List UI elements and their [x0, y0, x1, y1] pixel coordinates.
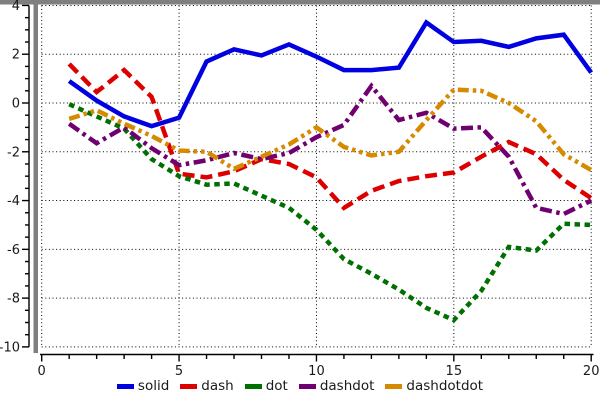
series-line-solid: [67, 19, 594, 129]
y-tick-label: -10: [0, 340, 20, 355]
legend-swatch-dashdotdot: [385, 384, 403, 389]
series-line-dash: [67, 62, 593, 211]
y-tick-label: 2: [12, 48, 20, 63]
legend-swatch-dot: [244, 384, 262, 389]
frame-left-bar: [33, 0, 38, 353]
y-tick-label: -6: [7, 243, 20, 258]
legend-label: dot: [265, 378, 288, 394]
x-tick-label: 15: [446, 364, 463, 379]
legend-label: dashdot: [319, 378, 375, 394]
y-tick-label: -8: [7, 292, 20, 307]
legend-item-dash: dash: [180, 378, 234, 394]
legend-label: solid: [137, 378, 170, 394]
legend-item-dashdot: dashdot: [298, 378, 375, 394]
legend-swatch-solid: [116, 384, 134, 389]
x-tick-label: 5: [175, 364, 183, 379]
x-tick-label: 0: [38, 364, 46, 379]
legend-item-dashdotdot: dashdotdot: [385, 379, 483, 394]
legend-swatch-dash: [180, 384, 198, 389]
x-tick-label: 20: [583, 364, 600, 379]
x-tick-label: 10: [308, 364, 325, 379]
series-line-dot: [68, 102, 592, 323]
y-tick-label: 4: [12, 0, 20, 14]
legend-swatch-dashdot: [298, 384, 316, 389]
series-line-dashdot: [67, 82, 593, 217]
legend-item-solid: solid: [116, 378, 170, 394]
series-line-dashdotdot: [68, 87, 593, 173]
y-tick-label: -4: [7, 194, 20, 209]
legend-label: dashdotdot: [406, 378, 484, 394]
y-tick-label: -2: [7, 145, 20, 160]
y-tick-label: 0: [12, 97, 20, 112]
legend-label: dash: [201, 378, 234, 394]
chart-legend: solid dash dot dashdot dashdotdot: [0, 379, 600, 394]
legend-item-dot: dot: [244, 378, 288, 394]
frame-top-bar: [0, 0, 600, 5]
